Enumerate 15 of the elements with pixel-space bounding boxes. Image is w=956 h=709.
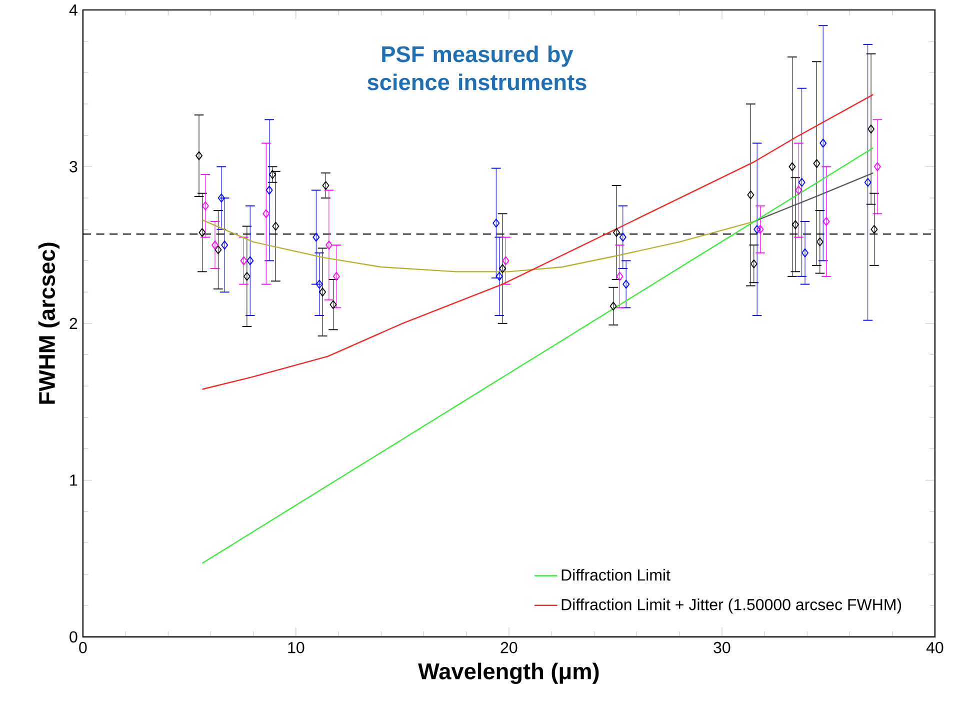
- y-tick-label: 3: [70, 161, 78, 172]
- x-tick-label: 0: [79, 642, 87, 654]
- x-tick-label: 40: [926, 642, 944, 654]
- y-tick-label: 4: [69, 4, 78, 16]
- text: PSF measured by science instruments: [368, 46, 586, 90]
- x-tick-label: 10: [288, 642, 304, 654]
- x-tick-label: 30: [714, 642, 730, 654]
- x-axis-title: Wavelength (μm): [418, 662, 599, 684]
- y-tick-label: 2: [70, 318, 78, 330]
- y-axis-title: FWHM (arcsec): [38, 242, 60, 404]
- legend-label: Diffraction Limit + Jitter (1.50000 arcsec FWHM): [562, 598, 902, 614]
- legend-label: Diffraction Limit: [562, 569, 670, 581]
- y-tick-label: 1: [70, 474, 78, 486]
- x-tick-label: 20: [500, 642, 518, 654]
- y-tick-label: 0: [70, 631, 78, 643]
